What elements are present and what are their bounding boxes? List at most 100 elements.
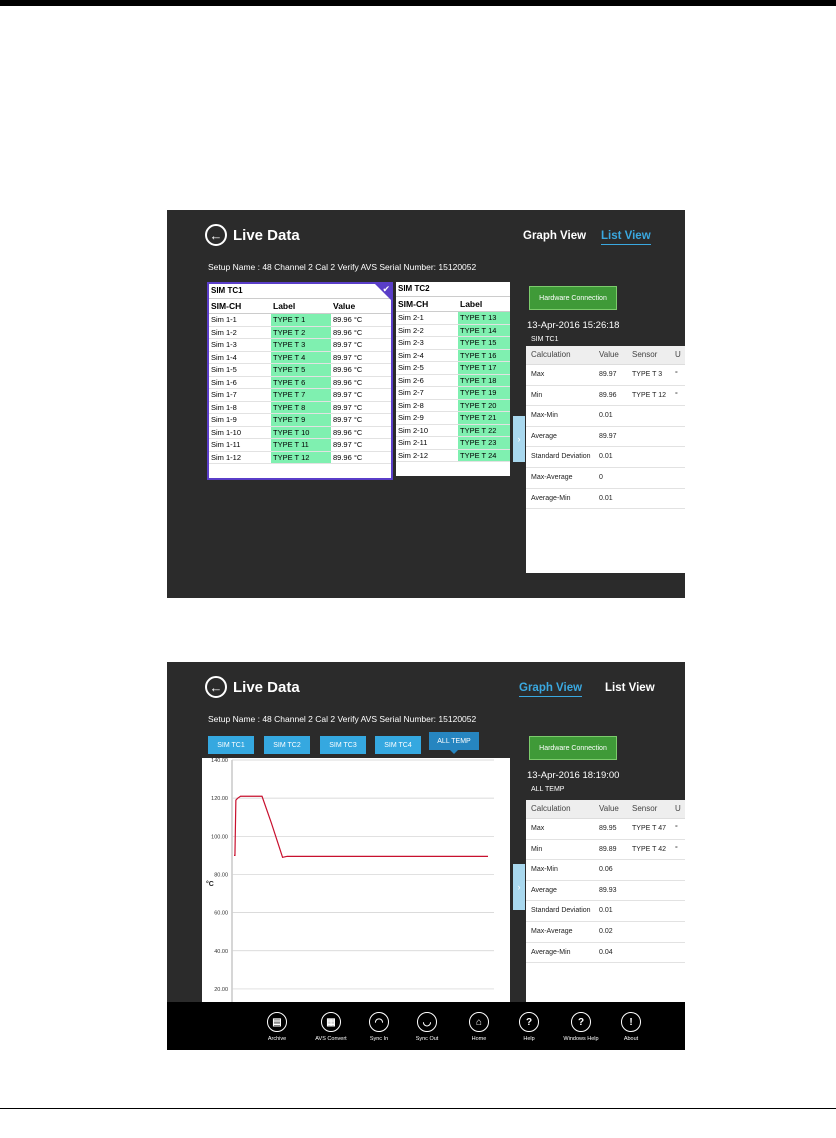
table-row[interactable]: Sim 2-7 TYPE T 19	[396, 387, 510, 400]
table-row[interactable]: Sim 1-1 TYPE T 1 89.96 °C	[209, 314, 391, 327]
sim-tc1-table[interactable]: ✔ SIM TC1 SIM-CH Label Value Sim 1-1 TYPE…	[207, 282, 393, 480]
table-row[interactable]: Sim 1-10 TYPE T 10 89.96 °C	[209, 426, 391, 439]
temperature-series-line	[234, 795, 488, 858]
back-arrow-icon[interactable]: ←	[205, 224, 227, 246]
table-row[interactable]: Sim 1-12 TYPE T 12 89.96 °C	[209, 451, 391, 464]
table-row[interactable]: Sim 2-5 TYPE T 17	[396, 362, 510, 375]
channel-cell: Sim 2-7	[398, 388, 424, 397]
chip-all-temp[interactable]: ALL TEMP	[429, 732, 479, 754]
back-arrow-icon[interactable]: ←	[205, 676, 227, 698]
chip-sim-tc1[interactable]: SIM TC1	[208, 736, 254, 754]
value-cell: 89.97 °C	[333, 440, 363, 449]
table-row[interactable]: Sim 2-9 TYPE T 21	[396, 412, 510, 425]
table-row[interactable]: Sim 2-11 TYPE T 23	[396, 437, 510, 450]
value-cell: 89.93	[599, 886, 617, 894]
windows-help-icon: ?	[571, 1012, 591, 1032]
table-row[interactable]: Sim 2-1 TYPE T 13	[396, 312, 510, 325]
value-cell: 89.97 °C	[333, 390, 363, 399]
table-row[interactable]: Sim 2-10 TYPE T 22	[396, 424, 510, 437]
channel-cell: Sim 1-1	[211, 315, 237, 324]
label-cell: TYPE T 5	[271, 364, 331, 376]
unit-cell: °	[675, 845, 678, 853]
label-cell: TYPE T 17	[458, 362, 510, 374]
channel-cell: Sim 1-9	[211, 415, 237, 424]
column-header: Sensor	[632, 350, 658, 359]
chip-sim-tc2[interactable]: SIM TC2	[264, 736, 310, 754]
expand-panel-button[interactable]: ›	[513, 416, 525, 462]
channel-cell: Sim 1-6	[211, 377, 237, 387]
toolbar-button-archive[interactable]: ▤ Archive	[252, 1012, 302, 1042]
table-row: Max-Average 0	[526, 468, 685, 489]
toolbar-button-sync-out[interactable]: ◡ Sync Out	[402, 1012, 452, 1042]
sim-tc2-table[interactable]: SIM TC2 SIM-CH Label Sim 2-1 TYPE T 13 Sim…	[396, 282, 510, 476]
toolbar-button-sync-in[interactable]: ◠ Sync In	[354, 1012, 404, 1042]
table-row: Standard Deviation 0.01	[526, 901, 685, 922]
unit-cell: °	[675, 371, 678, 378]
temperature-chart: 140.00 120.00 100.00 80.00 60.00 40.00 20.00 °C	[202, 758, 510, 1008]
chip-sim-tc4[interactable]: SIM TC4	[375, 736, 421, 754]
table-row[interactable]: Sim 2-4 TYPE T 16	[396, 349, 510, 362]
table-row[interactable]: Sim 1-2 TYPE T 2 89.96 °C	[209, 326, 391, 339]
table-row[interactable]: Sim 1-7 TYPE T 7 89.97 °C	[209, 389, 391, 402]
table-row[interactable]: Sim 1-5 TYPE T 5 89.96 °C	[209, 364, 391, 377]
tab-graph-view[interactable]: Graph View	[519, 682, 583, 697]
tab-graph-view[interactable]: Graph View	[523, 230, 587, 242]
channel-cell: Sim 2-5	[398, 363, 424, 372]
channel-cell: Sim 1-8	[211, 402, 237, 412]
chip-sim-tc3[interactable]: SIM TC3	[320, 736, 366, 754]
table-row: Average 89.97	[526, 427, 685, 448]
tab-list-view[interactable]: List View	[601, 230, 651, 245]
sensor-cell	[632, 468, 675, 488]
channel-cell: Sim 2-9	[398, 413, 424, 422]
setup-info: Setup Name : 48 Channel 2 Cal 2 Verify A…	[208, 262, 477, 272]
channel-cell: Sim 1-12	[211, 452, 242, 462]
table-row: Min 89.96 TYPE T 12 °	[526, 386, 685, 407]
channel-cell: Sim 2-2	[398, 325, 424, 335]
column-header: Value	[599, 804, 619, 813]
value-cell: 0.01	[599, 453, 613, 461]
toolbar-button-help[interactable]: ? Help	[504, 1012, 554, 1042]
calculation-cell: Average-Min	[531, 494, 571, 502]
calculation-cell: Max-Min	[531, 412, 558, 420]
label-cell: TYPE T 19	[458, 387, 510, 399]
table-row: Max-Min 0.06	[526, 860, 685, 881]
channel-cell: Sim 2-3	[398, 338, 424, 347]
column-header: Value	[599, 350, 619, 359]
table-row[interactable]: Sim 1-8 TYPE T 8 89.97 °C	[209, 401, 391, 414]
channel-cell: Sim 1-2	[211, 327, 237, 337]
unit-cell	[675, 406, 685, 426]
calculation-cell: Max-Average	[531, 473, 573, 481]
timestamp: 13-Apr-2016 15:26:18	[527, 320, 620, 331]
sensor-cell	[632, 922, 675, 942]
table-row[interactable]: Sim 2-8 TYPE T 20	[396, 399, 510, 412]
unit-cell	[675, 447, 685, 467]
value-cell: 89.96 °C	[333, 327, 363, 337]
channel-cell: Sim 1-11	[211, 440, 241, 449]
toolbar-button-about[interactable]: ! About	[606, 1012, 656, 1042]
table-row[interactable]: Sim 1-9 TYPE T 9 89.97 °C	[209, 414, 391, 427]
toolbar-button-avs-convert[interactable]: ▦ AVS Convert	[306, 1012, 356, 1042]
table-row[interactable]: Sim 1-6 TYPE T 6 89.96 °C	[209, 376, 391, 389]
hardware-connection-button[interactable]: Hardware Connection	[529, 736, 617, 760]
table-row[interactable]: Sim 2-6 TYPE T 18	[396, 374, 510, 387]
toolbar-button-windows-help[interactable]: ? Windows Help	[556, 1012, 606, 1042]
table-row[interactable]: Sim 1-4 TYPE T 4 89.97 °C	[209, 351, 391, 364]
expand-panel-button[interactable]: ›	[513, 864, 525, 910]
table-row[interactable]: Sim 2-2 TYPE T 14	[396, 324, 510, 337]
table-row[interactable]: Sim 1-3 TYPE T 3 89.97 °C	[209, 339, 391, 352]
table-row[interactable]: Sim 1-11 TYPE T 11 89.97 °C	[209, 439, 391, 452]
tab-list-view[interactable]: List View	[605, 682, 655, 694]
table-row[interactable]: Sim 2-3 TYPE T 15	[396, 337, 510, 350]
toolbar-button-home[interactable]: ⌂ Home	[454, 1012, 504, 1042]
page-top-border	[0, 0, 836, 6]
label-cell: TYPE T 22	[458, 424, 510, 436]
table-row[interactable]: Sim 2-12 TYPE T 24	[396, 449, 510, 462]
value-cell: 0.01	[599, 494, 613, 502]
app-command-bar: ▤ Archive ▦ AVS Convert ◠ Sync In ◡ Sync Out ⌂ Ho…	[167, 1002, 685, 1050]
table-header: Calculation Value Sensor U	[526, 800, 685, 819]
list-view-screenshot: ← Live Data Graph View List View Setup N…	[167, 210, 685, 598]
channel-cell: Sim 2-6	[398, 375, 424, 385]
unit-cell: °	[675, 391, 678, 399]
label-cell: TYPE T 7	[271, 389, 331, 401]
hardware-connection-button[interactable]: Hardware Connection	[529, 286, 617, 310]
